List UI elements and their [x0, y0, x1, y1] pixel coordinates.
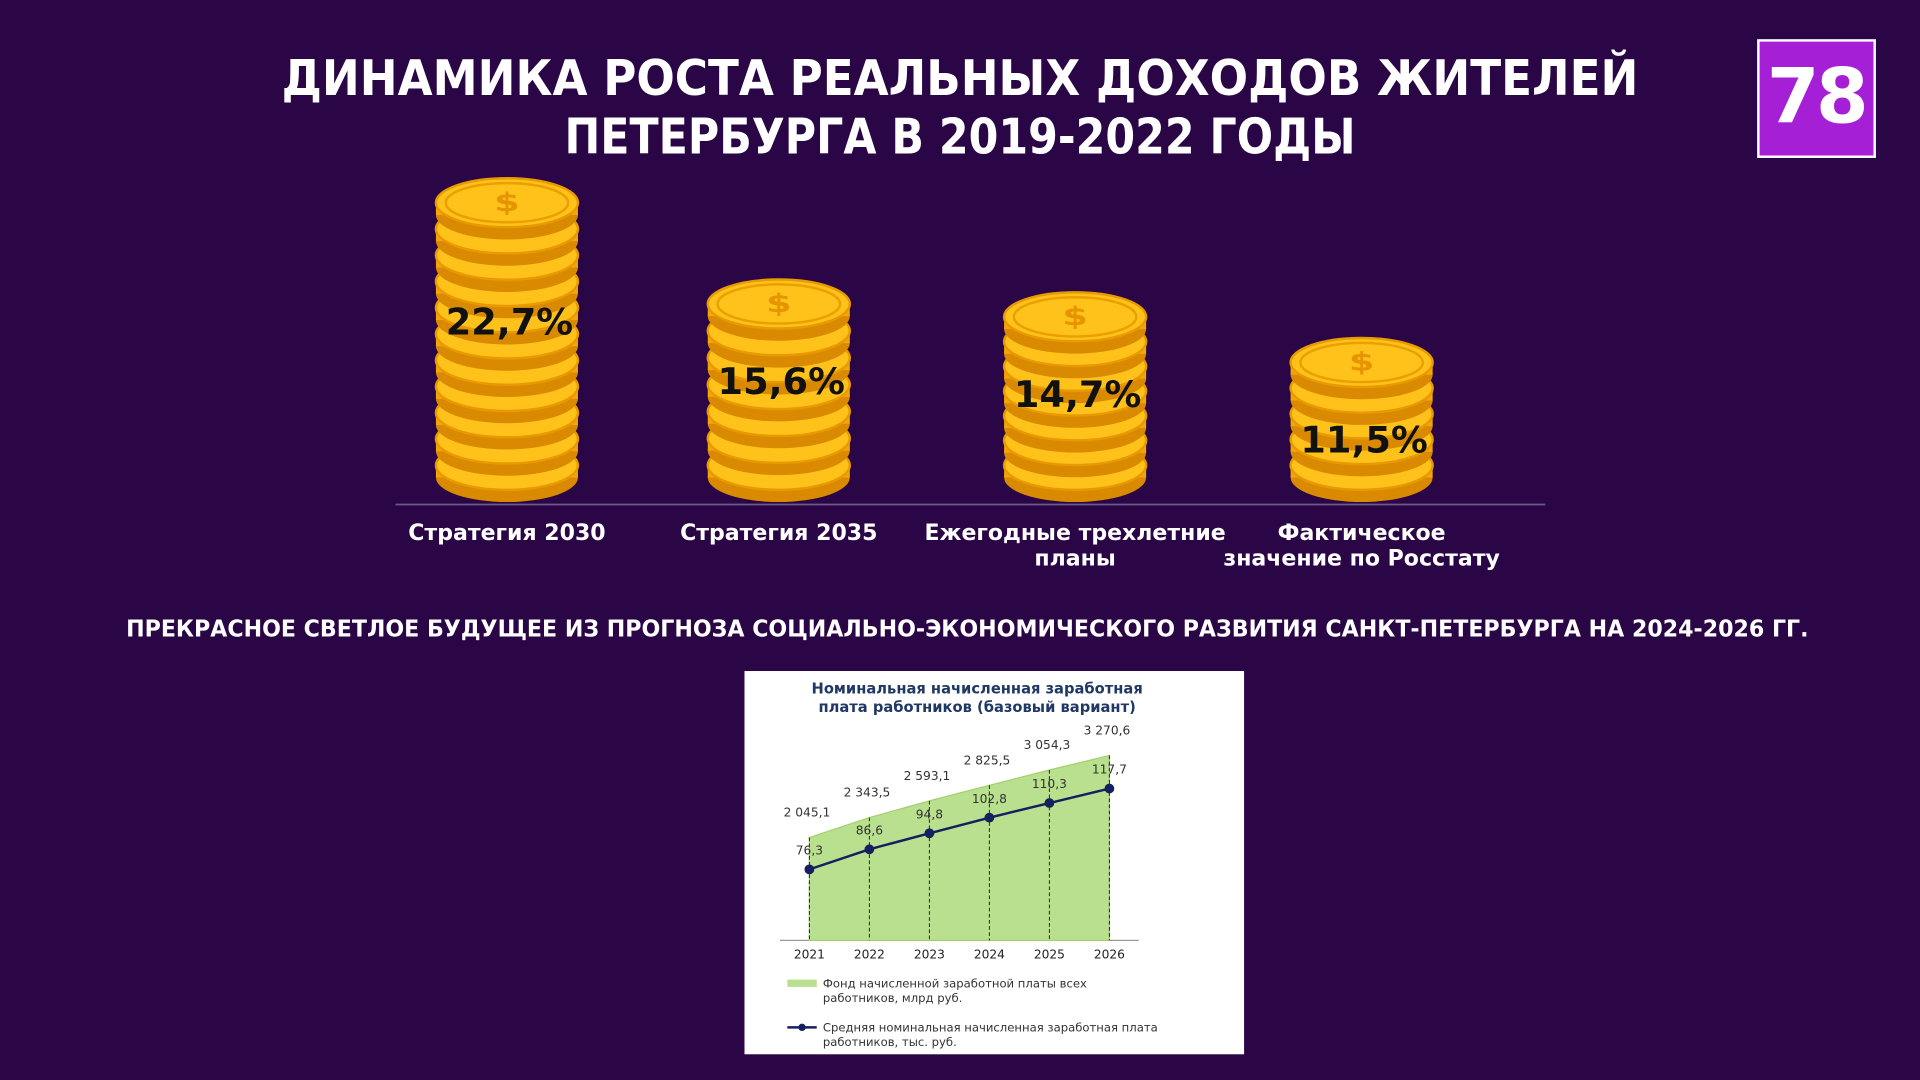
value-label: 11,5% [1300, 419, 1427, 462]
panel-title: Номинальная начисленная заработная плата … [812, 680, 1143, 715]
coin-stack: $ [1289, 336, 1434, 503]
x-tick-label: 2025 [1034, 948, 1065, 962]
value-label: 15,6% [718, 360, 845, 403]
value-label: 14,7% [1014, 373, 1141, 416]
line-marker [864, 844, 875, 855]
line [808, 787, 1110, 871]
coin-face [1289, 336, 1434, 389]
coin-symbol: $ [494, 188, 520, 217]
area-value-label: 3 054,3 [1024, 738, 1071, 752]
line-value-label: 76,3 [796, 844, 823, 858]
coin-stack: $ [1002, 291, 1148, 503]
legend-swatch [787, 979, 817, 987]
coin-rim [444, 181, 570, 224]
area-value-label: 2 825,5 [964, 753, 1011, 767]
coin-face [434, 176, 580, 229]
legend-label: Средняя номинальная начисленная заработн… [823, 1020, 1158, 1049]
line-marker [984, 812, 995, 823]
coin-rim [1299, 341, 1425, 384]
line-marker [1044, 798, 1055, 808]
section-heading: ПРЕКРАСНОЕ СВЕТЛОЕ БУДУЩЕЕ ИЗ ПРОГНОЗА С… [126, 615, 1808, 642]
coin-stack: $ [706, 278, 852, 503]
x-tick-label: 2022 [854, 948, 885, 962]
coin-symbol: $ [766, 289, 792, 318]
line-value-label: 94,8 [916, 807, 943, 821]
logo-box [1757, 39, 1876, 158]
category-label: Стратегия 2035 [680, 521, 877, 546]
logo: 78 [1767, 53, 1865, 141]
coin-rim [1012, 296, 1138, 338]
line-value-label: 102,8 [972, 792, 1007, 806]
coin-symbol: $ [1349, 348, 1375, 377]
coin-rim [716, 283, 842, 325]
category-label: Фактическое значение по Росстату [1223, 521, 1499, 572]
area-value-label: 2 343,5 [844, 786, 891, 800]
category-label: Ежегодные трехлетние планы [924, 521, 1225, 572]
x-tick-label: 2026 [1094, 948, 1125, 962]
line-value-label: 86,6 [856, 823, 883, 837]
category-label: Стратегия 2030 [408, 521, 605, 546]
line-marker [804, 864, 815, 875]
line-value-label: 110,3 [1032, 777, 1067, 791]
coin-symbol: $ [1062, 302, 1088, 331]
value-label: 22,7% [446, 300, 573, 343]
area-value-label: 2 593,1 [904, 769, 951, 783]
area-value-label: 3 270,6 [1084, 724, 1131, 738]
area-value-label: 2 045,1 [784, 806, 831, 820]
chart-title: ДИНАМИКА РОСТА РЕАЛЬНЫХ ДОХОДОВ ЖИТЕЛЕЙ П… [282, 47, 1639, 165]
legend-marker [798, 1023, 806, 1032]
coin-face [706, 278, 852, 330]
line-marker [1104, 783, 1115, 794]
x-tick-label: 2021 [794, 948, 825, 962]
line-marker [924, 828, 935, 839]
coin-stack: $ [434, 176, 580, 503]
x-tick-label: 2024 [974, 948, 1005, 962]
x-tick-label: 2023 [914, 948, 945, 962]
line-value-label: 117,7 [1092, 763, 1127, 777]
coin-face [1002, 291, 1148, 343]
legend-label: Фонд начисленной заработной платы всех ра… [823, 976, 1087, 1005]
